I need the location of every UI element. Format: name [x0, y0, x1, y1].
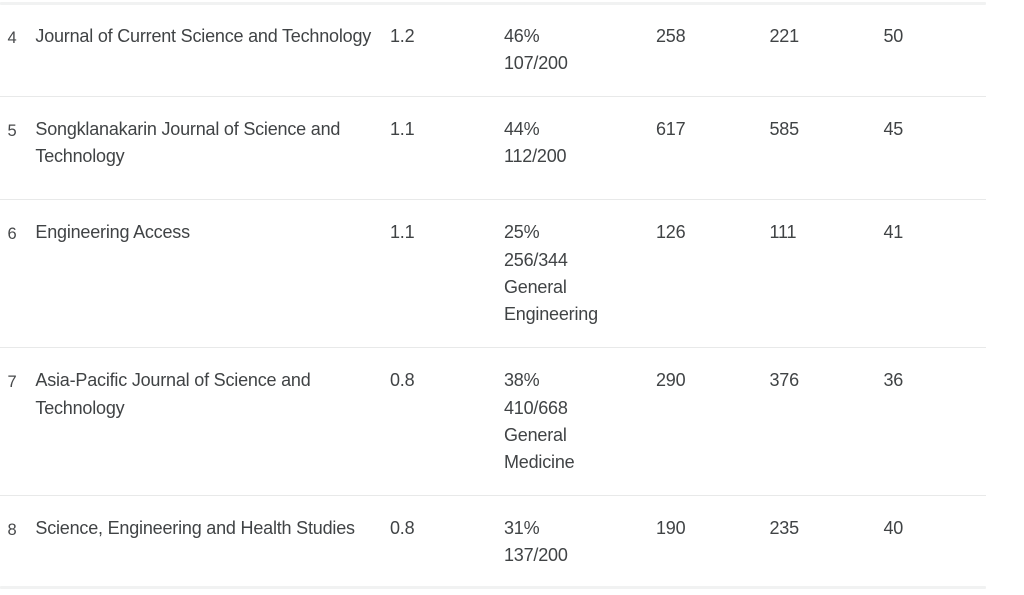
impact-factor-value: 1.1	[390, 119, 415, 140]
table-bottom-border	[0, 585, 986, 589]
category-rank-value: 107/200	[504, 52, 568, 73]
metric-c-value: 50	[883, 25, 904, 46]
impact-factor-value: 0.8	[390, 370, 415, 391]
impact-factor-value: 0.8	[390, 518, 415, 538]
journal-title-link[interactable]: Songklanakarin Journal of Science and Te…	[35, 119, 341, 167]
metric-a-value: 190	[656, 518, 686, 538]
metric-b-value: 376	[769, 370, 800, 391]
category-name: General Medicine	[504, 424, 575, 473]
category-rank-value: 137/200	[504, 545, 568, 566]
row-number: 8	[7, 521, 17, 539]
percentile-value: 38%	[504, 370, 540, 391]
table-row: 5 Songklanakarin Journal of Science and …	[0, 96, 986, 199]
percentile-cell: 44% 112/200	[504, 97, 626, 171]
percentile-value: 25%	[504, 222, 540, 243]
impact-factor-value: 1.1	[390, 222, 415, 243]
percentile-cell: 46% 107/200	[504, 4, 626, 78]
metric-c-value: 45	[883, 119, 904, 140]
percentile-value: 31%	[504, 518, 540, 538]
category-rank-value: 112/200	[504, 146, 567, 167]
metric-b-value: 221	[769, 25, 800, 46]
row-number: 7	[7, 373, 17, 392]
table-row: 7 Asia-Pacific Journal of Science and Te…	[0, 347, 986, 495]
metric-c-value: 41	[883, 222, 904, 243]
category-rank-value: 410/668	[504, 397, 568, 418]
metric-c-value: 40	[883, 518, 904, 538]
journal-title-link[interactable]: Science, Engineering and Health Studies	[35, 518, 355, 538]
category-rank-value: 256/344	[504, 249, 568, 270]
metric-b-value: 585	[769, 119, 800, 140]
metric-a-value: 290	[656, 370, 686, 391]
journal-title-link[interactable]: Asia-Pacific Journal of Science and Tech…	[35, 370, 311, 418]
metric-a-value: 258	[656, 25, 686, 46]
table-row: 6 Engineering Access 1.1 25% 256/344 Gen…	[0, 199, 986, 347]
metric-a-value: 617	[656, 119, 686, 140]
percentile-value: 44%	[504, 119, 540, 140]
percentile-cell: 31% 137/200	[504, 496, 626, 570]
metric-c-value: 36	[883, 370, 904, 391]
table-row: 4 Journal of Current Science and Technol…	[0, 4, 986, 97]
percentile-cell: 38% 410/668 General Medicine	[504, 348, 626, 476]
metric-b-value: 111	[769, 222, 797, 243]
table-top-border	[0, 2, 986, 5]
impact-factor-value: 1.2	[390, 25, 415, 46]
percentile-cell: 25% 256/344 General Engineering	[504, 200, 626, 328]
percentile-value: 46%	[504, 25, 540, 46]
row-number: 6	[7, 225, 17, 244]
row-number: 5	[7, 122, 17, 141]
journal-title-link[interactable]: Engineering Access	[35, 222, 190, 243]
journal-title-link[interactable]: Journal of Current Science and Technolog…	[35, 25, 372, 46]
row-number: 4	[7, 28, 17, 47]
category-name: General Engineering	[504, 276, 598, 325]
table-row: 8 Science, Engineering and Health Studie…	[0, 495, 986, 587]
metric-b-value: 235	[769, 518, 800, 538]
metric-a-value: 126	[656, 222, 686, 243]
